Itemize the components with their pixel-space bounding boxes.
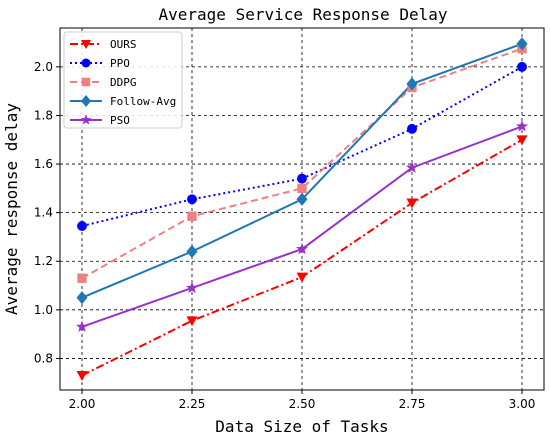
data-point-follow-avg — [186, 244, 198, 259]
data-point-follow-avg — [76, 291, 88, 305]
data-point-pso — [75, 320, 89, 332]
data-point-pso — [405, 161, 419, 173]
data-point-ddpg — [187, 211, 197, 221]
x-tick-label: 2.25 — [179, 397, 206, 411]
data-point-ours — [406, 198, 418, 209]
x-axis-label: Data Size of Tasks — [215, 417, 388, 436]
series-markers — [75, 37, 529, 381]
legend-marker-pso — [80, 114, 92, 125]
data-point-ddpg — [77, 273, 87, 283]
x-axis-ticks: 2.00 2.25 2.50 2.75 3.00 — [69, 390, 536, 411]
data-point-pso — [185, 281, 199, 294]
data-point-ppo — [77, 221, 87, 231]
y-tick-label: 1.0 — [34, 303, 53, 317]
x-tick-label: 2.50 — [289, 397, 316, 411]
y-tick-label: 1.4 — [34, 206, 53, 220]
legend-label-ddpg: DDPG — [110, 76, 137, 89]
data-point-ppo — [407, 123, 417, 134]
y-tick-label: 1.6 — [34, 157, 53, 171]
legend: OURS PPO DDPG Follow-Avg PSO — [63, 31, 183, 129]
data-point-pso — [515, 120, 529, 132]
x-tick-label: 2.75 — [399, 397, 426, 411]
legend-label-ppo: PPO — [110, 57, 130, 70]
legend-marker-follow-avg — [81, 95, 91, 107]
data-point-pso — [295, 242, 309, 255]
data-point-ours — [296, 272, 308, 283]
legend-label-ours: OURS — [110, 38, 137, 51]
y-tick-label: 1.8 — [34, 108, 53, 122]
data-point-ppo — [187, 194, 197, 205]
data-point-ours — [76, 371, 88, 381]
data-point-follow-avg — [516, 37, 528, 51]
x-tick-label: 3.00 — [509, 397, 536, 411]
legend-marker-ddpg — [81, 77, 91, 87]
y-tick-label: 2.0 — [34, 60, 53, 74]
y-tick-label: 0.8 — [34, 351, 53, 365]
data-point-follow-avg — [296, 192, 308, 206]
data-point-follow-avg — [406, 77, 418, 91]
chart-title: Average Service Response Delay — [159, 5, 448, 24]
y-tick-label: 1.2 — [34, 254, 53, 268]
legend-label-follow-avg: Follow-Avg — [110, 95, 176, 108]
y-axis-ticks: 0.8 1.0 1.2 1.4 1.6 1.8 2.0 — [34, 60, 60, 365]
legend-marker-ppo — [81, 58, 91, 68]
y-axis-label: Average response delay — [2, 103, 21, 315]
data-point-ppo — [297, 173, 307, 184]
legend-label-pso: PSO — [110, 114, 130, 127]
data-point-ddpg — [297, 183, 307, 194]
data-point-ppo — [517, 61, 527, 72]
data-point-ours — [186, 316, 198, 327]
x-tick-label: 2.00 — [69, 397, 96, 411]
data-point-ours — [516, 135, 528, 146]
legend-box — [63, 31, 183, 129]
legend-marker-ours — [81, 40, 91, 49]
